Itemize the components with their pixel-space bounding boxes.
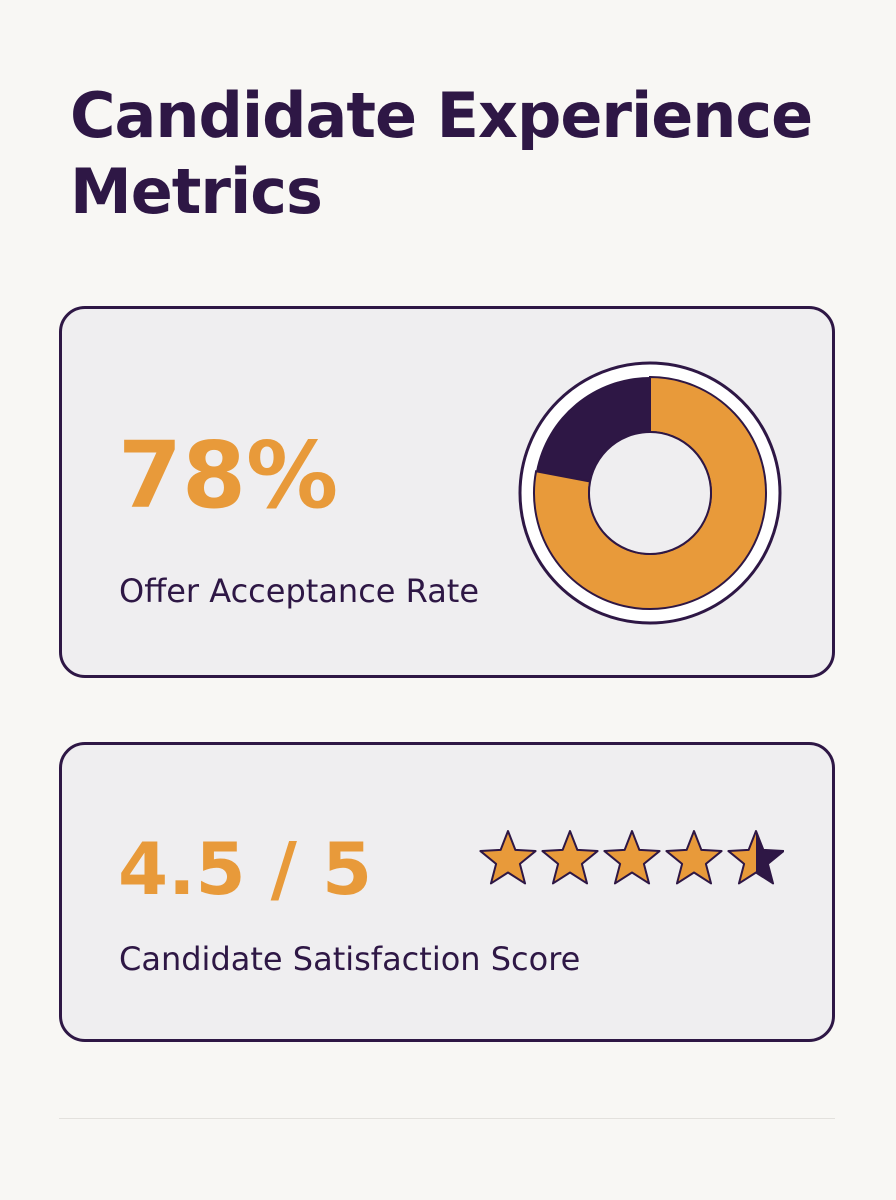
star-icon [479, 830, 537, 885]
donut-segment-remaining [536, 377, 650, 482]
star-icon [727, 830, 784, 885]
star-icon [603, 830, 661, 885]
star-icon [665, 830, 723, 885]
offer-acceptance-card: 78% Offer Acceptance Rate [59, 306, 835, 678]
offer-acceptance-value: 78% [118, 422, 339, 529]
footer-divider [59, 1118, 835, 1119]
satisfaction-label: Candidate Satisfaction Score [119, 940, 581, 978]
rating-stars [479, 830, 784, 885]
satisfaction-value: 4.5 / 5 [118, 827, 373, 911]
donut-hole [588, 431, 712, 555]
satisfaction-card: 4.5 / 5 Candidate Satisfaction Score [59, 742, 835, 1042]
offer-acceptance-donut [518, 361, 782, 625]
page-title: Candidate Experience Metrics [70, 79, 813, 228]
star-icon [541, 830, 599, 885]
offer-acceptance-label: Offer Acceptance Rate [119, 572, 480, 610]
